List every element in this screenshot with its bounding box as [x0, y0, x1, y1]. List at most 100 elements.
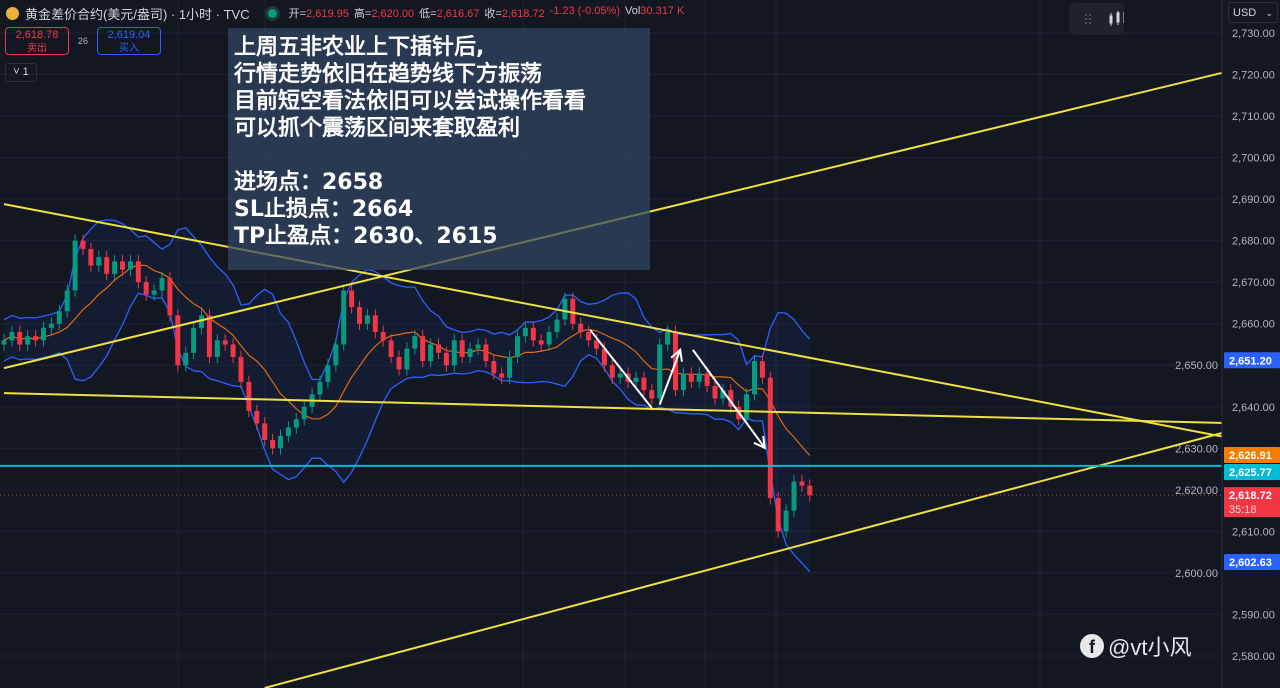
chevron-down-icon: ⌄: [1265, 8, 1273, 18]
candle-body: [688, 373, 694, 382]
candle-body: [586, 332, 592, 341]
candle-body: [412, 336, 418, 349]
candle-body: [127, 261, 133, 270]
candle-body: [475, 344, 481, 349]
price-tick-label: 2,690.00: [1232, 194, 1275, 206]
price-tick-label: 2,600.00: [1175, 568, 1218, 580]
candle-body: [562, 298, 568, 320]
candle-body: [570, 298, 576, 324]
candle-body: [420, 336, 426, 362]
volume-label: Vol: [624, 5, 641, 17]
candle-body: [594, 340, 599, 349]
candle-body: [459, 340, 465, 357]
price-tick-label: 2,620.00: [1175, 485, 1218, 497]
candle-body: [436, 344, 441, 353]
price-tick-label: 2,730.00: [1232, 28, 1275, 40]
candle-body: [64, 290, 70, 312]
price-tick-label: 2,660.00: [1232, 319, 1275, 331]
candle-body: [752, 361, 757, 395]
candles-style-icon[interactable]: [1069, 3, 1125, 35]
change-value: -1.23 (-0.05%): [549, 5, 620, 17]
candle-body: [680, 373, 686, 391]
candle-body: [325, 365, 331, 382]
candle-body: [515, 336, 520, 357]
candle-body: [349, 290, 355, 308]
analysis-note[interactable]: 上周五非农业上下插针后, 行情走势依旧在趋势线下方振荡 目前短空看法依旧可以尝试…: [228, 28, 650, 270]
price-axis[interactable]: 2,580.00 2,590.00 2,600.00 2,610.00 2,620.00…: [1175, 0, 1280, 688]
candle-body: [759, 361, 765, 378]
low-value: 2,616.67: [436, 8, 480, 20]
candle-body: [112, 261, 118, 274]
candle-body: [799, 481, 805, 486]
lower-band-line: [3, 292, 811, 573]
candle-body: [483, 344, 489, 362]
candle-body: [143, 282, 149, 295]
candle-body: [522, 327, 528, 337]
arrow-line: [658, 349, 682, 406]
price-tick-label: 2,710.00: [1232, 111, 1275, 123]
candle-body: [507, 356, 513, 378]
candle-body: [199, 315, 204, 328]
candle-body: [56, 311, 62, 324]
price-tick-label: 2,720.00: [1232, 70, 1275, 82]
price-tick-label: 2,630.00: [1175, 443, 1218, 455]
candle-body: [183, 352, 189, 366]
arrow-head-icon: [753, 435, 767, 450]
candle-body: [25, 336, 31, 345]
symbol-title[interactable]: 黄金差价合约(美元/盎司) · 1小时 · TVC: [25, 6, 250, 22]
currency-selector[interactable]: USD ⌄: [1228, 2, 1278, 23]
price-label: 2,602.63: [1229, 557, 1272, 569]
candle-body: [633, 377, 639, 382]
candle-body: [396, 356, 402, 370]
candle-body: [744, 394, 750, 420]
candle-body: [357, 307, 362, 324]
candle-body: [364, 315, 370, 324]
market-open-icon: [267, 8, 277, 18]
candle-body: [499, 373, 505, 378]
candle-body: [791, 481, 797, 511]
candle-body: [641, 377, 647, 391]
floating-toolbar[interactable]: [1069, 3, 1125, 35]
price-label: 2,618.72: [1229, 490, 1272, 502]
candle-body: [333, 344, 339, 366]
candle-body: [649, 390, 655, 399]
candle-body: [388, 340, 394, 357]
note-line: 上周五非农业上下插针后,: [234, 35, 485, 60]
watermark-text: @vt小风: [1108, 635, 1192, 660]
note-line: [234, 142, 644, 169]
candle-body: [254, 410, 260, 424]
high-value: 2,620.00: [371, 8, 415, 20]
facebook-icon: f: [1080, 634, 1104, 658]
indicators-toggle[interactable]: ˅ 1: [5, 63, 37, 82]
trendline: [3, 392, 1226, 424]
candle-body: [191, 327, 197, 353]
close-label: 收=: [484, 8, 502, 20]
candle-body: [175, 315, 181, 366]
candle-body: [428, 344, 434, 362]
sell-price: 2,618.78: [15, 29, 59, 41]
candle-body: [222, 340, 228, 345]
candle-body: [270, 439, 276, 449]
candle-body: [341, 290, 347, 345]
candle-body: [230, 344, 236, 357]
candle-body: [451, 340, 457, 366]
buy-label: 买入: [119, 43, 139, 54]
candle-body: [783, 510, 789, 532]
sell-button[interactable]: 2,618.78 卖出: [5, 27, 69, 55]
chart-header: 黄金差价合约(美元/盎司) · 1小时 · TVC 开=2,619.95 高=2…: [6, 4, 684, 22]
note-line: 行情走势依旧在趋势线下方振荡: [234, 62, 543, 87]
candle-body: [665, 332, 671, 345]
candle-body: [80, 240, 86, 249]
note-line: 进场点：2658: [234, 170, 384, 195]
candle-body: [696, 373, 702, 382]
spread: 26: [78, 36, 89, 46]
buy-button[interactable]: 2,619.04 买入: [97, 27, 161, 55]
candle-body: [404, 348, 410, 370]
currency-label: USD: [1233, 7, 1257, 19]
candle-body: [206, 315, 212, 357]
arrow-line: [692, 349, 766, 449]
price-tick-label: 2,640.00: [1232, 402, 1275, 414]
price-label: 2,626.91: [1229, 450, 1272, 462]
price-label: 2,651.20: [1229, 355, 1272, 367]
